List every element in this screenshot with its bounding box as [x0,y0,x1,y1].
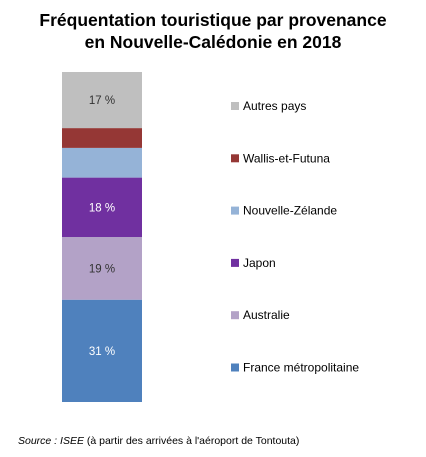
bar-segment-france-metropolitaine [62,299,142,402]
bar-segment-australie [62,237,142,300]
source-detail: (à partir des arrivées à l'aéroport de T… [86,435,300,447]
chart-title-line-2: en Nouvelle-Calédonie en 2018 [84,32,342,52]
data-label-autres-pays: 17 % [89,95,115,107]
legend-swatch-autres-pays [231,102,239,110]
legend-swatch-france-metropolitaine [231,363,239,372]
data-label-japon: 18 % [89,202,115,214]
data-label-australie: 19 % [89,263,115,275]
chart-title-line-1: Fréquentation touristique par provenance [39,10,387,30]
legend-swatch-japon [231,258,239,267]
bar-segment-autres-pays [62,72,142,129]
legend-label-autres-pays: Autres pays [243,99,306,113]
legend-label-nouvelle-zelande: Nouvelle-Zélande [243,204,337,218]
legend-label-wallis-et-futuna: Wallis-et-Futuna [243,151,330,165]
legend-swatch-australie [231,311,239,320]
legend-label-france-metropolitaine: France métropolitaine [243,361,359,375]
data-label-france-metropolitaine: 31 % [89,346,115,358]
chart-title: Fréquentation touristique par provenance… [0,9,426,53]
bar-segment-nouvelle-zelande [62,147,142,178]
legend-label-australie: Australie [243,308,290,322]
legend-label-japon: Japon [243,256,276,270]
legend-swatch-nouvelle-zelande [231,206,239,215]
bar-segment-wallis-et-futuna [62,128,142,148]
source-label: Source : ISEE [18,435,84,447]
source-note: Source : ISEE (à partir des arrivées à l… [18,435,299,447]
bar-segment-japon [62,177,142,237]
legend-swatch-wallis-et-futuna [231,154,239,163]
